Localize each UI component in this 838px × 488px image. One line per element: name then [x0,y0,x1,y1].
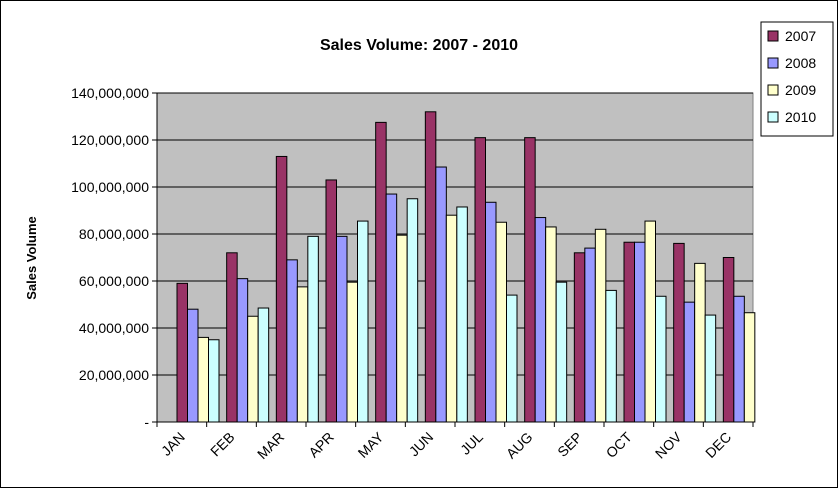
bar-2008-aug [534,217,547,423]
bar-2009-oct [644,220,656,423]
bar-2008-jun [435,166,447,423]
bar-2007-sep [573,252,586,423]
legend-label-2010: 2010 [785,109,816,125]
bar-2009-jun [445,214,458,423]
y-tick-label: 100,000,000 [71,179,149,195]
y-tick-label: 140,000,000 [71,85,149,101]
y-tick-label: 120,000,000 [71,132,149,148]
bar-2009-aug [545,226,557,423]
bar-2010-jul [506,294,518,423]
chart-title: Sales Volume: 2007 - 2010 [320,37,518,54]
bar-2007-mar [275,155,288,423]
bar-2008-jan [187,308,199,423]
bar-2010-may [406,198,419,423]
y-axis-label: Sales Volume [24,216,39,300]
bar-2007-jul [474,137,486,423]
legend-swatch-2008 [767,57,779,69]
bar-2010-jan [208,339,220,423]
y-tick-label: - [144,414,149,430]
bar-2008-may [385,193,398,423]
bar-2010-feb [257,307,270,423]
legend-label-2008: 2008 [785,55,816,71]
legend-swatch-2010 [767,111,779,123]
bar-2007-jan [176,282,188,423]
bar-2010-jun [456,206,468,423]
bar-2009-apr [346,281,358,423]
bar-2009-dec [743,312,756,423]
bar-2007-aug [524,137,536,423]
bar-2008-apr [336,235,348,423]
y-tick-label: 60,000,000 [79,273,149,289]
bar-2009-jan [197,336,209,423]
plot-area: - 20,000,000 40,000,000 60,000,000 80,000,00… [71,85,756,462]
y-tick-label: 40,000,000 [79,320,149,336]
bar-2008-feb [236,278,249,423]
bar-2009-sep [594,228,607,423]
bar-2010-oct [655,295,667,423]
legend: 2007 2008 2009 2010 [760,21,834,137]
bar-2009-jul [495,221,507,423]
bar-2008-mar [286,259,298,423]
bar-2007-feb [226,252,238,423]
bar-2008-sep [584,247,596,423]
bar-2008-dec [733,295,745,423]
y-tick-label: 80,000,000 [79,226,149,242]
bar-2010-nov [704,314,717,423]
bar-2010-sep [605,289,617,423]
bar-2007-apr [325,179,337,423]
y-tick-label: 20,000,000 [79,367,149,383]
bar-2009-mar [296,286,309,423]
bar-2009-nov [694,262,706,423]
legend-swatch-2007 [767,30,779,42]
bar-2007-nov [673,242,685,423]
bar-2010-apr [357,220,369,423]
legend-label-2009: 2009 [785,82,816,98]
bar-2008-nov [683,301,696,423]
bar-2008-oct [634,241,646,423]
bar-2010-mar [307,235,319,423]
legend-label-2007: 2007 [785,28,816,44]
bar-2009-may [396,234,408,423]
bar-2009-feb [247,315,259,423]
bar-2007-jun [424,111,437,423]
bar-2010-aug [555,281,568,423]
bar-2008-jul [485,201,497,423]
bar-2007-dec [722,257,735,423]
legend-swatch-2009 [767,84,779,96]
bar-2007-oct [623,241,635,423]
bar-2007-may [375,121,387,423]
